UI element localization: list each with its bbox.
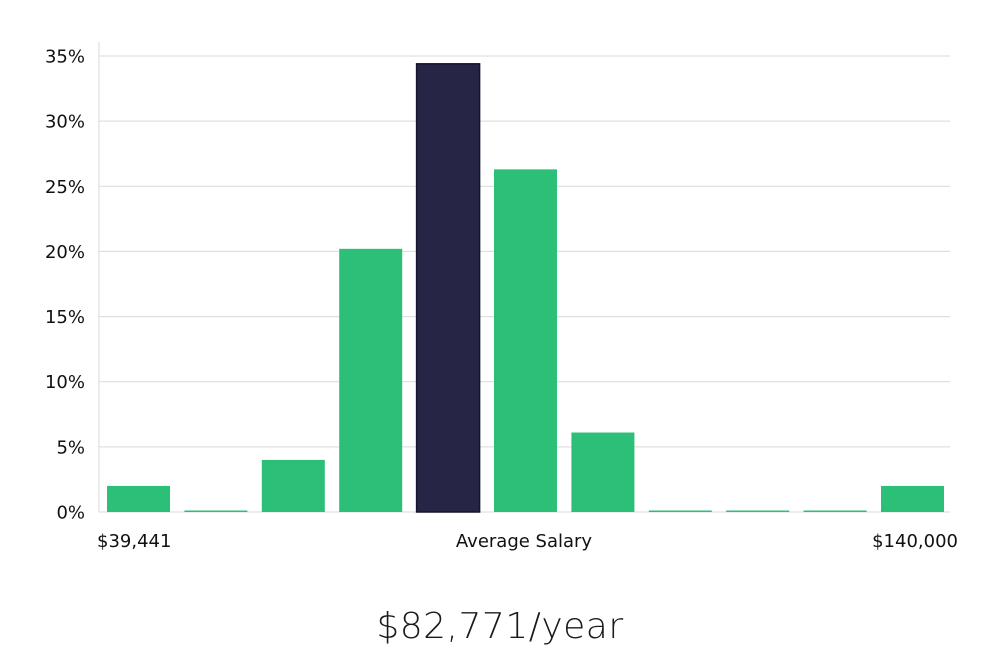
y-tick-label: 25% xyxy=(45,177,85,198)
salary-histogram: 0% 5% 10% 15% 20% 25% 30% 35% $39,441 Average S… xyxy=(45,42,958,552)
bars xyxy=(107,63,944,513)
bar xyxy=(648,510,712,512)
y-tick-label: 30% xyxy=(45,112,85,133)
y-tick-label: 35% xyxy=(45,47,85,68)
bar-average xyxy=(415,63,481,513)
y-axis: 0% 5% 10% 15% 20% 25% 30% 35% xyxy=(45,47,85,524)
x-min-label: $39,441 xyxy=(97,531,171,552)
bar xyxy=(881,485,944,512)
bar xyxy=(107,485,170,512)
y-tick-label: 20% xyxy=(45,242,85,263)
bar xyxy=(803,510,867,512)
y-tick-label: 0% xyxy=(56,503,85,524)
bar xyxy=(494,169,557,512)
y-tick-label: 10% xyxy=(45,372,85,393)
bar xyxy=(726,510,790,512)
y-tick-label: 15% xyxy=(45,307,85,328)
y-tick-label: 5% xyxy=(56,437,85,458)
bar xyxy=(571,432,635,512)
average-salary-value: $82,771/year xyxy=(376,606,624,647)
bar xyxy=(184,510,248,512)
x-max-label: $140,000 xyxy=(872,531,958,552)
bar xyxy=(261,459,325,512)
bar xyxy=(339,248,403,512)
x-center-label: Average Salary xyxy=(456,531,593,552)
